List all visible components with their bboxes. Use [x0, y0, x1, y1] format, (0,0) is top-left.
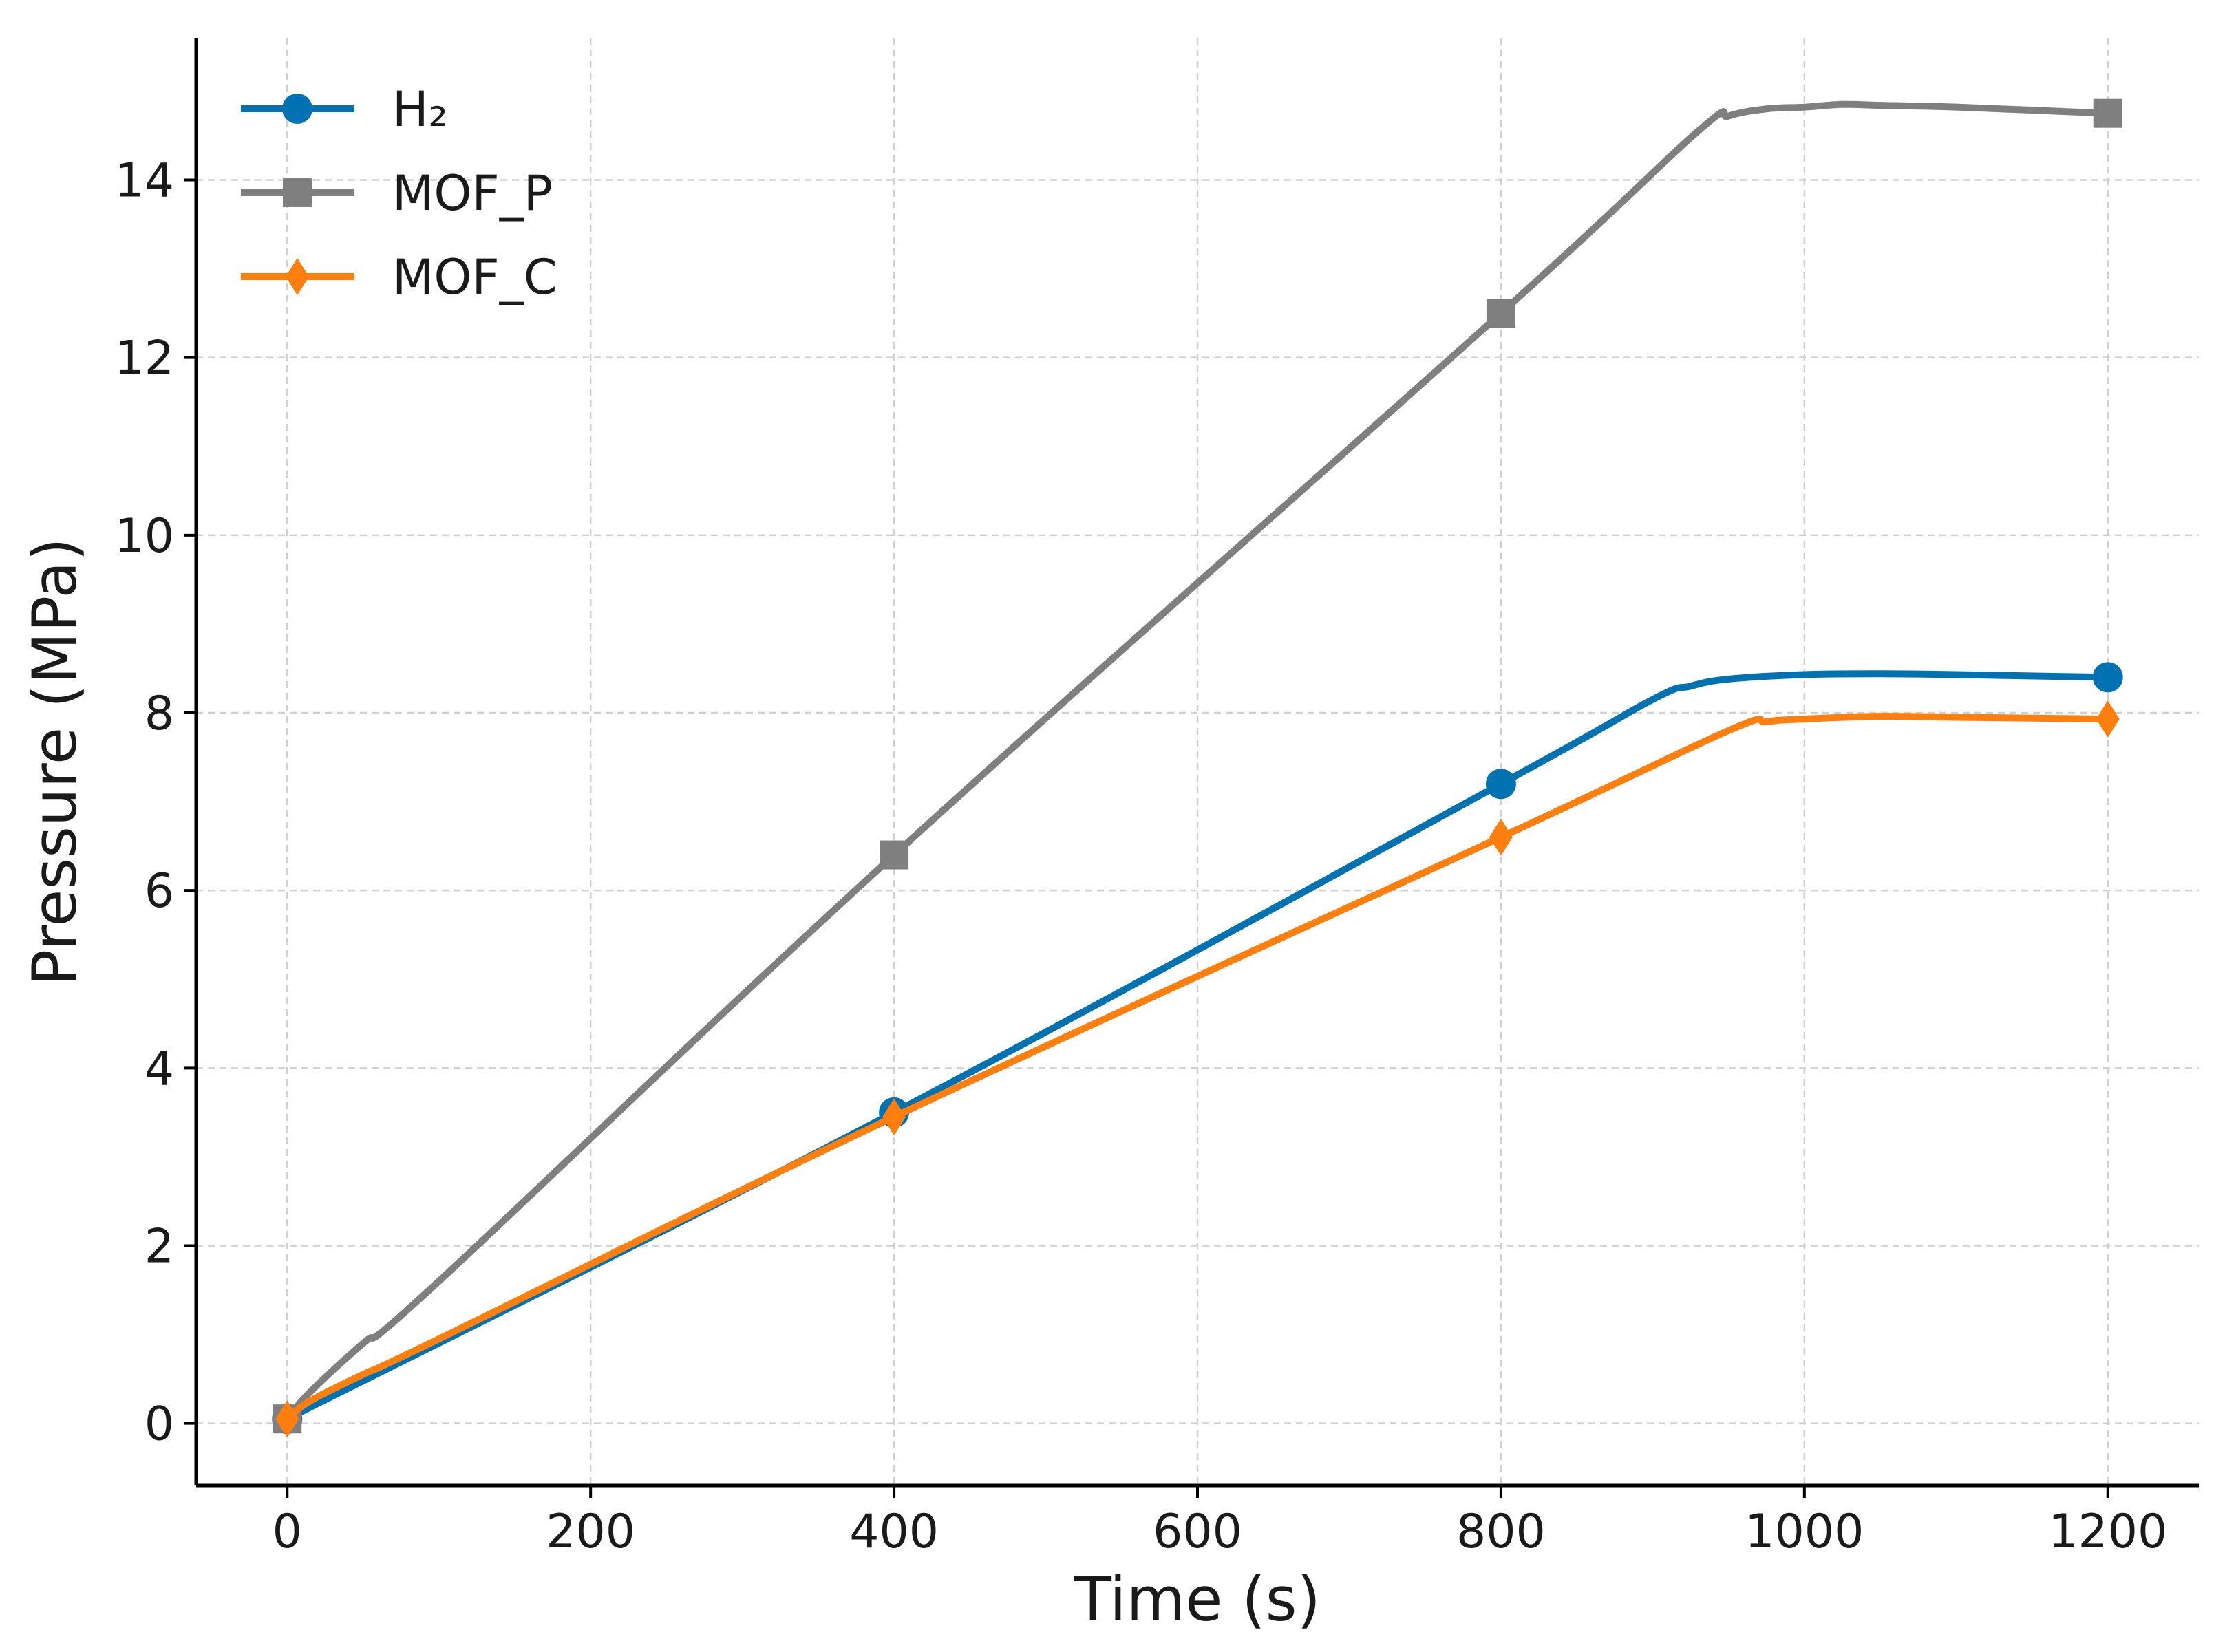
legend-marker-mof-c — [286, 258, 309, 295]
legend-label-mof-p: MOF_P — [392, 165, 553, 222]
data-point-h — [1485, 769, 1516, 800]
legend-entry-h: H₂ — [241, 81, 448, 138]
y-tick-label: 14 — [114, 154, 174, 208]
x-axis-title: Time (s) — [1074, 1564, 1321, 1635]
legend-entry-mof-p: MOF_P — [241, 165, 553, 222]
data-point-mof-c — [275, 1400, 299, 1438]
x-tick-label: 800 — [1456, 1505, 1546, 1559]
y-tick-label: 4 — [145, 1042, 174, 1096]
legend-label-h: H₂ — [392, 81, 448, 138]
y-tick-label: 8 — [145, 687, 174, 741]
data-point-h — [2092, 662, 2123, 693]
legend-marker-h — [282, 94, 312, 124]
x-tick-label: 1200 — [2048, 1505, 2167, 1559]
data-point-mof-p — [1486, 299, 1515, 328]
data-point-mof-p — [880, 840, 909, 870]
y-tick-label: 10 — [114, 509, 174, 564]
data-point-mof-c — [882, 1098, 906, 1136]
series-line-mof-p — [284, 100, 2111, 1423]
plot-series — [272, 98, 2123, 1438]
y-axis-title: Pressure (MPa) — [19, 537, 90, 985]
ticks: 0 200 400 600 800 1000 1200 0 2 4 6 8 10 12 14 — [114, 154, 2167, 1559]
y-tick-label: 0 — [145, 1397, 174, 1452]
legend-label-mof-c: MOF_C — [392, 249, 557, 305]
grid — [196, 38, 2199, 1485]
x-tick-label: 600 — [1153, 1505, 1242, 1559]
x-tick-label: 0 — [273, 1505, 302, 1559]
x-tick-label: 200 — [546, 1505, 635, 1559]
data-point-mof-c — [2096, 700, 2120, 738]
data-point-mof-c — [1489, 818, 1513, 856]
y-tick-label: 12 — [114, 332, 174, 386]
legend: H₂ MOF_P MOF_C — [241, 81, 557, 305]
legend-marker-mof-p — [283, 178, 312, 207]
y-tick-label: 6 — [145, 864, 174, 919]
x-tick-label: 400 — [849, 1505, 939, 1559]
x-tick-label: 1000 — [1745, 1505, 1864, 1559]
series-line-mof-c — [284, 713, 2111, 1423]
data-point-mof-p — [2093, 98, 2122, 128]
legend-entry-mof-c: MOF_C — [241, 249, 557, 305]
series-mof-c — [275, 700, 2120, 1438]
y-tick-label: 2 — [145, 1219, 174, 1274]
